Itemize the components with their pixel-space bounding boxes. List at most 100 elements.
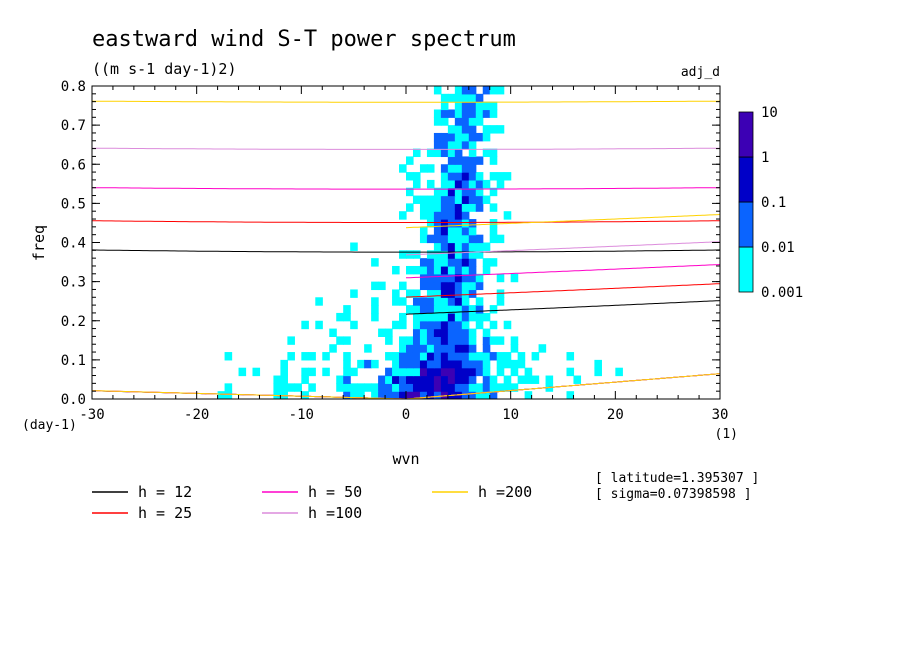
heat-cell [461,305,470,314]
heat-cell [419,367,428,377]
heat-cell [468,234,477,244]
heat-cell [594,359,602,369]
heat-cell [461,367,470,377]
heat-cell [461,359,470,369]
heat-cell [468,242,477,251]
heat-cell [454,226,463,236]
heat-cell [615,367,623,377]
heat-cell [447,125,456,134]
heat-cell [419,336,428,345]
heat-cell [489,187,498,197]
heat-cell [392,352,400,361]
heat-cell [433,312,442,322]
heat-cell [496,86,505,95]
heat-cell [426,258,435,267]
heat-cell [475,93,484,103]
heat-cell [412,305,421,314]
heat-cell [371,359,379,369]
heat-cell [489,305,498,314]
heat-cell [412,391,421,399]
heat-cell [287,352,295,361]
heat-cell [482,86,491,95]
heat-cell [454,344,463,353]
heat-cell [406,375,414,384]
heat-cell [412,172,421,181]
heat-cell [461,117,470,126]
heat-cell [461,211,470,220]
heat-cell [433,336,442,345]
y-tick-label: 0.4 [61,236,86,252]
heat-cell [433,211,442,220]
heat-cell [315,297,323,306]
heat-cell [468,281,477,291]
heat-cell [440,281,449,291]
heat-cell [433,281,442,291]
heat-cell [510,273,519,283]
heat-cell [447,156,456,165]
heat-cell [468,140,477,150]
heat-cell [468,156,477,165]
heat-cell [482,242,491,251]
heat-cell [399,367,407,377]
heat-cell [461,312,470,322]
heat-cell [447,344,456,353]
heat-cell [454,86,463,95]
heat-cell [378,328,386,337]
heat-cell [433,148,442,158]
heat-cell [482,359,491,369]
heat-cell [489,375,498,384]
heat-cell [447,258,456,267]
heat-cell [482,179,491,189]
heat-cell [461,242,470,251]
heat-cell [566,352,575,361]
heat-cell [357,359,365,369]
heat-cell [489,226,498,236]
heat-cell [468,195,477,204]
heat-cell [399,250,407,259]
heat-cell [461,375,470,384]
heat-cell [496,125,505,134]
heat-cell [419,359,428,369]
heat-cell [440,109,449,118]
heat-cell [496,352,505,361]
heat-cell [447,211,456,220]
colorbar-level-label: 1 [761,150,769,166]
heat-cell [461,132,470,142]
heat-cell [503,383,512,392]
heat-cell [440,352,449,361]
heat-cell [392,383,400,392]
heat-cell [482,265,491,275]
heat-cell [447,164,456,173]
heat-cell [433,265,442,275]
heat-cell [454,179,463,189]
heat-cell [419,195,428,204]
heat-cell [343,312,351,322]
heat-cell [475,305,484,314]
heat-cell [454,258,463,267]
heat-cell [454,140,463,150]
legend-label: h = 25 [138,504,192,522]
heat-cell [475,179,484,189]
heat-cell [468,289,477,298]
heat-cell [489,336,498,345]
heat-cell [426,367,435,377]
colorbar-level-label: 0.001 [761,285,803,301]
heat-cell [489,86,498,95]
heat-cell [447,273,456,283]
heat-cell [426,203,435,212]
heat-cell [399,375,407,384]
heat-cell [440,132,449,142]
heat-cell [447,336,456,345]
heat-cell [594,367,602,377]
heat-cell [482,336,491,345]
x-tick-label: -30 [79,407,104,423]
heat-cell [482,258,491,267]
heat-cell [426,164,435,173]
heat-cell [224,383,233,392]
y-tick-label: 0.0 [61,392,86,408]
heat-cell [447,250,456,259]
heat-cell [280,383,288,392]
heat-cell [503,320,512,330]
heat-cell [419,375,428,384]
